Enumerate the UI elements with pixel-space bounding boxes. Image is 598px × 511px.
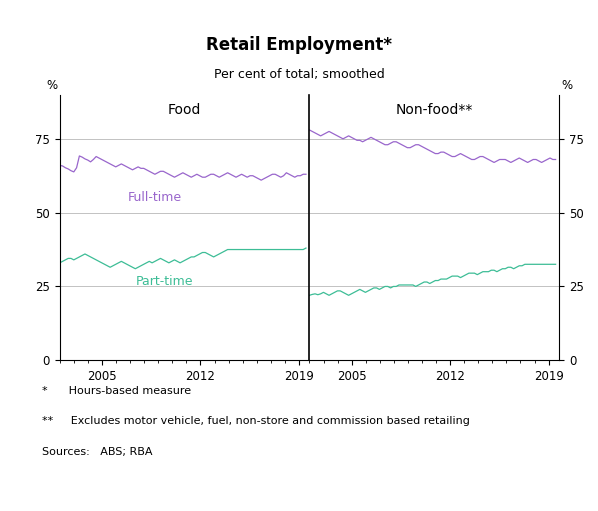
Text: %: % bbox=[46, 79, 57, 92]
Text: Full-time: Full-time bbox=[127, 191, 182, 204]
Text: *      Hours-based measure: * Hours-based measure bbox=[42, 386, 191, 396]
Text: **     Excludes motor vehicle, fuel, non-store and commission based retailing: ** Excludes motor vehicle, fuel, non-sto… bbox=[42, 416, 470, 427]
Text: Retail Employment*: Retail Employment* bbox=[206, 36, 392, 54]
Text: Part-time: Part-time bbox=[136, 274, 193, 288]
Text: Per cent of total; smoothed: Per cent of total; smoothed bbox=[213, 68, 385, 81]
Text: Food: Food bbox=[168, 103, 202, 117]
Text: %: % bbox=[562, 79, 573, 92]
Text: Sources:   ABS; RBA: Sources: ABS; RBA bbox=[42, 447, 152, 457]
Text: Non-food**: Non-food** bbox=[396, 103, 473, 117]
